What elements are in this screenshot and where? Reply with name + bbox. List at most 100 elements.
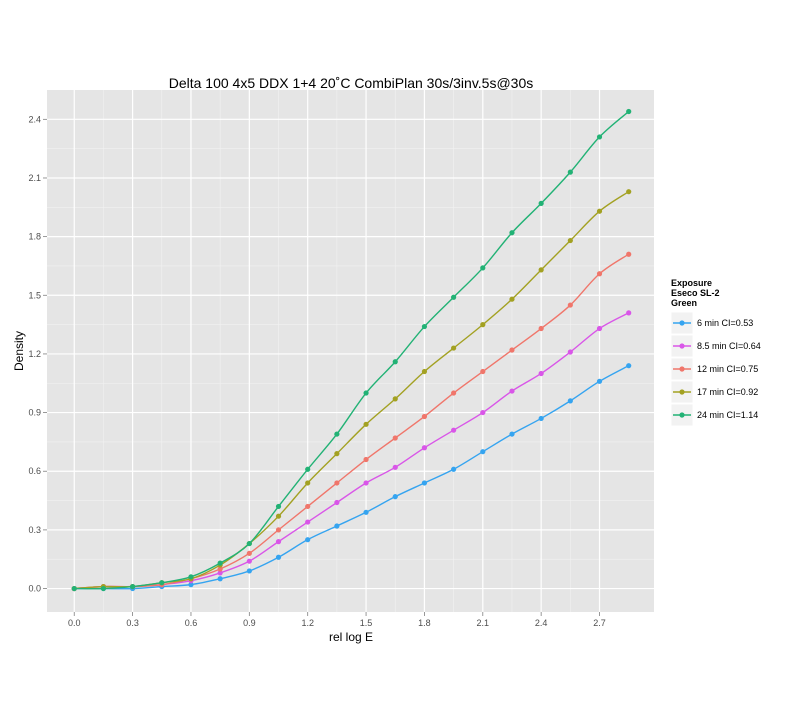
legend: Exposure Eseco SL-2 Green 6 min CI=0.53 8… <box>670 278 761 427</box>
x-tick-label: 1.2 <box>301 618 314 628</box>
data-point <box>188 574 194 580</box>
data-point <box>392 494 398 500</box>
series-group <box>71 251 632 592</box>
data-point <box>480 265 486 271</box>
y-tick-label: 1.8 <box>28 232 41 242</box>
data-point <box>451 466 457 472</box>
data-point <box>451 294 457 300</box>
data-point <box>305 503 311 510</box>
data-point <box>217 570 223 576</box>
data-point <box>538 325 544 332</box>
data-point <box>421 480 428 486</box>
data-point <box>275 554 282 560</box>
data-point <box>246 540 252 547</box>
data-point <box>275 539 282 545</box>
x-tick-label: 1.5 <box>360 618 373 628</box>
x-tick-label: 0.0 <box>68 618 81 628</box>
data-point <box>538 415 544 422</box>
data-point <box>305 466 311 472</box>
data-point <box>567 237 573 244</box>
legend-point <box>679 366 685 372</box>
data-point <box>480 449 486 455</box>
data-point <box>363 421 369 427</box>
data-point <box>596 208 603 214</box>
data-point <box>363 480 369 486</box>
y-axis: 0.0 0.3 0.6 0.9 1.2 1.5 1.8 2.1 2.4 <box>28 114 47 594</box>
data-point <box>334 499 340 506</box>
data-point <box>538 370 544 377</box>
legend-title-line-2: Eseco SL-2 <box>671 288 720 298</box>
data-point <box>305 480 311 486</box>
data-point <box>392 464 398 470</box>
data-point <box>626 189 632 195</box>
x-tick-label: 2.1 <box>477 618 490 628</box>
data-point <box>509 347 515 353</box>
data-point <box>246 550 252 556</box>
plot-panel <box>47 90 654 612</box>
y-tick-label: 0.6 <box>28 466 41 476</box>
data-point <box>246 558 252 564</box>
x-tick-label: 1.8 <box>418 618 431 628</box>
data-point <box>567 349 573 355</box>
legend-item: 12 min CI=0.75 <box>670 357 758 381</box>
series-group <box>71 108 632 592</box>
data-point <box>275 503 282 510</box>
legend-point <box>679 412 685 418</box>
y-tick-label: 2.1 <box>28 173 41 183</box>
data-point <box>626 310 632 316</box>
legend-point <box>679 320 685 326</box>
data-point <box>217 566 223 572</box>
data-point <box>626 251 632 257</box>
data-point <box>71 585 77 592</box>
legend-label: 24 min CI=1.14 <box>697 410 758 420</box>
data-point <box>626 363 632 369</box>
data-point <box>392 359 398 365</box>
legend-label: 8.5 min CI=0.64 <box>697 341 761 351</box>
data-point <box>567 302 573 308</box>
y-tick-label: 2.4 <box>28 114 41 124</box>
data-point <box>159 580 165 586</box>
legend-point <box>679 343 685 349</box>
data-point <box>334 480 340 486</box>
data-point <box>305 537 311 543</box>
data-point <box>538 200 544 206</box>
legend-label: 17 min CI=0.92 <box>697 387 758 397</box>
data-point <box>421 413 428 420</box>
data-point <box>538 267 544 273</box>
legend-title-line-3: Green <box>671 298 697 308</box>
data-point <box>334 431 340 437</box>
data-point <box>421 368 428 375</box>
series-layer <box>71 108 632 592</box>
data-point <box>363 390 369 396</box>
data-point <box>217 576 223 582</box>
data-point <box>509 296 515 302</box>
data-point <box>246 568 252 574</box>
data-point <box>480 409 486 416</box>
data-point <box>392 396 398 402</box>
x-tick-label: 0.3 <box>126 618 139 628</box>
data-point <box>480 322 486 328</box>
data-point <box>509 431 515 437</box>
data-point <box>451 390 457 396</box>
data-point <box>305 519 311 525</box>
data-point <box>421 445 428 451</box>
x-axis: 0.0 0.3 0.6 0.9 1.2 1.5 1.8 2.1 2.4 2.7 <box>68 612 606 628</box>
data-point <box>480 368 486 375</box>
data-point <box>275 513 282 519</box>
data-point <box>392 435 398 441</box>
legend-item: 8.5 min CI=0.64 <box>670 334 761 358</box>
data-point <box>217 560 223 566</box>
y-tick-label: 0.9 <box>28 408 41 418</box>
data-point <box>334 523 340 529</box>
data-point <box>596 325 603 332</box>
legend-label: 6 min CI=0.53 <box>697 318 753 328</box>
data-point <box>363 509 369 515</box>
data-point <box>567 169 573 175</box>
data-point <box>509 230 515 236</box>
data-point <box>363 456 369 463</box>
major-grid <box>47 90 654 612</box>
legend-item: 17 min CI=0.92 <box>670 380 758 404</box>
x-tick-label: 2.4 <box>535 618 548 628</box>
data-point <box>509 388 515 394</box>
